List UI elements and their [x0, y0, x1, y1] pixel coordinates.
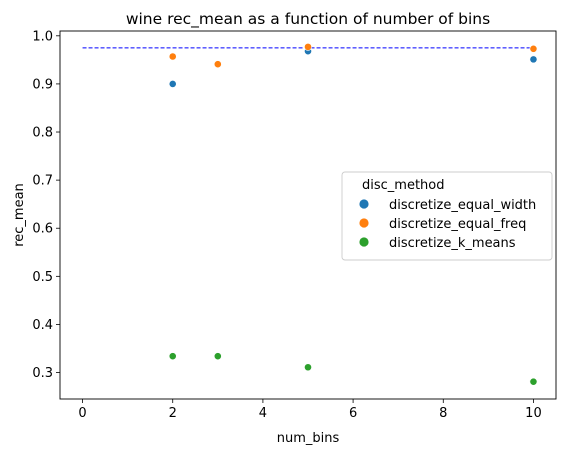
y-tick-label: 0.5	[32, 270, 53, 285]
x-tick-label: 0	[78, 406, 86, 421]
legend-marker	[359, 199, 369, 209]
legend-marker	[359, 218, 369, 228]
y-tick-label: 0.7	[32, 174, 53, 189]
legend: disc_method discretize_equal_widthdiscret…	[341, 171, 553, 261]
y-tick-label: 0.3	[32, 366, 53, 381]
data-point	[213, 60, 222, 69]
y-axis-title: rec_mean	[12, 183, 27, 247]
y-tick-label: 0.9	[32, 77, 53, 92]
data-point	[213, 352, 222, 361]
data-point	[529, 55, 538, 64]
data-point	[168, 352, 177, 361]
x-tick-label: 10	[525, 406, 542, 421]
data-point	[304, 42, 312, 51]
x-tick-label: 6	[349, 406, 357, 421]
legend-title: disc_method	[362, 178, 445, 193]
x-tick-label: 4	[259, 406, 267, 421]
plot-frame	[59, 30, 557, 400]
chart-title: wine rec_mean as a function of number of…	[126, 10, 490, 29]
plot-area: 0 2 4 6 8 10 0.3 0.4 0.5 0.6 0.7 0.8 0.9 1.0	[32, 29, 557, 421]
y-tick-label: 0.8	[32, 126, 53, 141]
data-point	[304, 363, 312, 372]
data-point	[529, 377, 538, 386]
y-tick-label: 1.0	[32, 29, 53, 44]
x-axis-title: num_bins	[277, 431, 340, 446]
x-tick-label: 2	[169, 406, 177, 421]
legend-box	[341, 171, 553, 261]
legend-marker	[359, 237, 369, 247]
legend-label: discretize_k_means	[389, 236, 516, 251]
legend-label: discretize_equal_freq	[389, 217, 526, 232]
data-point	[529, 44, 538, 53]
legend-label: discretize_equal_width	[389, 198, 536, 213]
y-tick-label: 0.4	[32, 318, 53, 333]
data-point	[168, 80, 177, 88]
x-tick-label: 8	[439, 406, 447, 421]
y-tick-label: 0.6	[32, 222, 53, 237]
data-point	[168, 52, 177, 61]
